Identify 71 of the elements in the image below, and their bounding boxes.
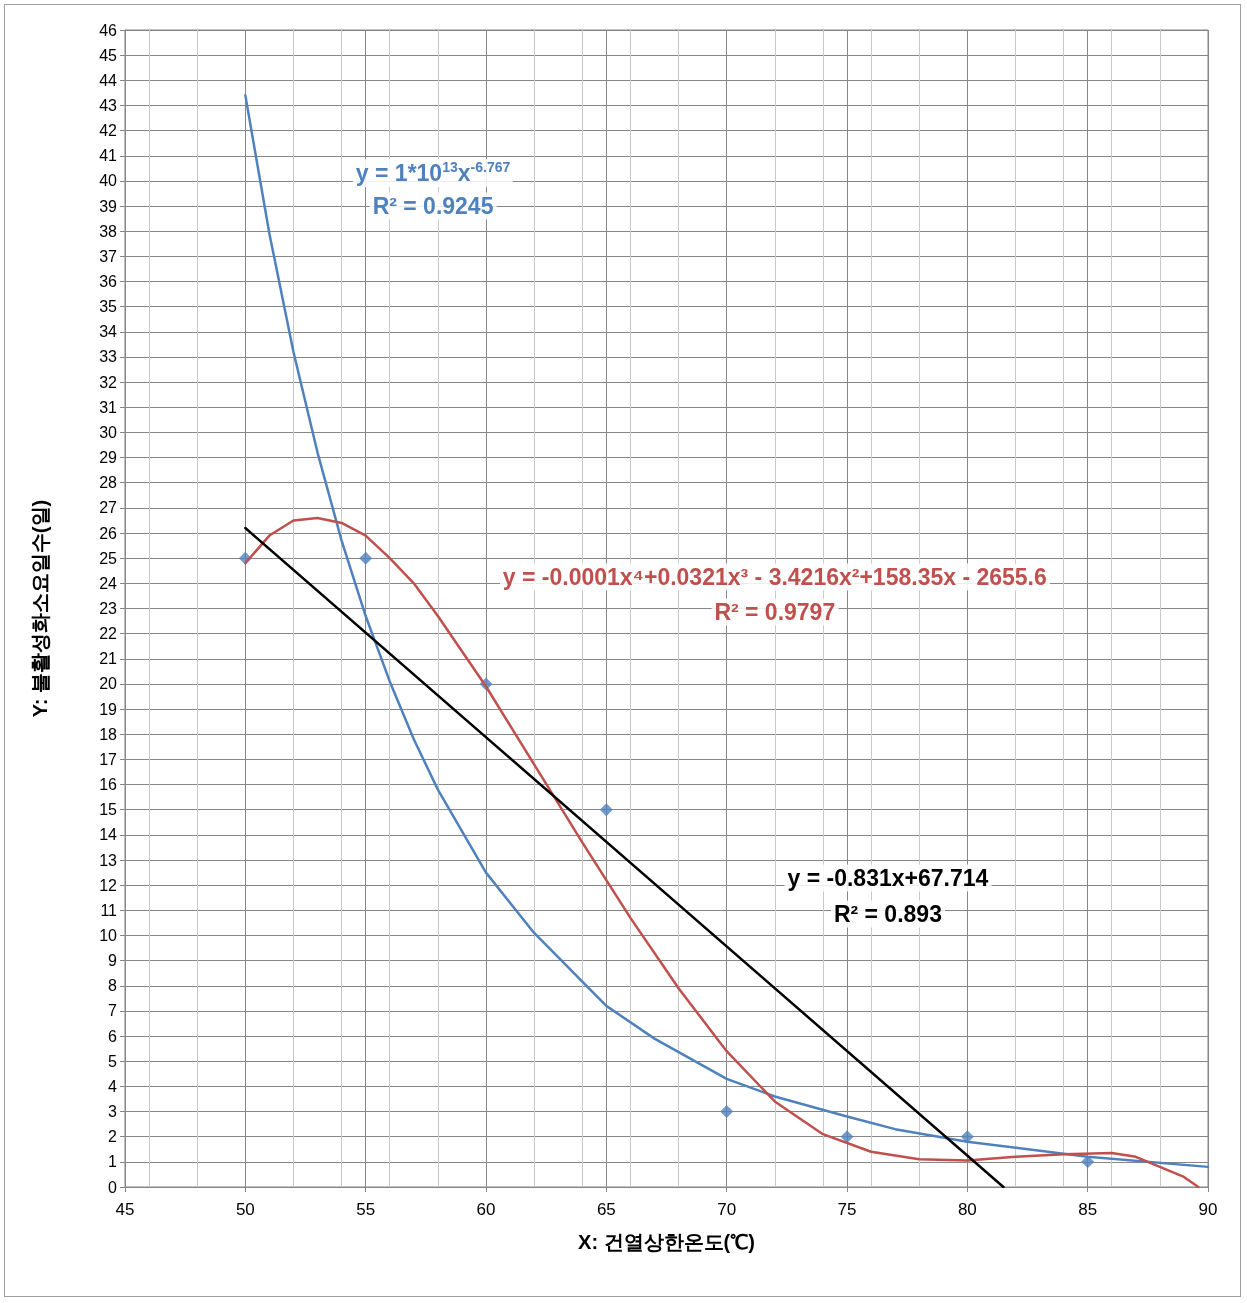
y-tick-label: 37 <box>99 247 118 265</box>
y-tick-label: 19 <box>99 700 118 718</box>
y-tick-label: 21 <box>99 650 118 668</box>
y-tick-label: 25 <box>99 549 118 567</box>
annotation: y = -0.0001x⁴+0.0321x³ - 3.4216x²+158.35x - 2655.6 <box>499 563 1050 591</box>
annotation: R² = 0.9797 <box>711 598 839 626</box>
y-tick-label: 43 <box>99 96 118 114</box>
y-tick-label: 41 <box>99 147 118 165</box>
annotation: R² = 0.893 <box>830 900 945 928</box>
x-tick-label: 85 <box>1078 1200 1098 1219</box>
x-tick-label: 55 <box>356 1200 376 1219</box>
x-axis-title: X: 건열상한온도(℃) <box>578 1231 755 1253</box>
y-tick-label: 27 <box>99 499 118 517</box>
y-tick-label: 3 <box>108 1103 118 1121</box>
y-tick-label: 17 <box>99 750 118 768</box>
x-tick-label: 65 <box>596 1200 616 1219</box>
annotation: R² = 0.9245 <box>369 192 497 220</box>
x-tick-label: 90 <box>1198 1200 1218 1219</box>
y-tick-label: 42 <box>99 122 118 140</box>
y-tick-label: 12 <box>99 876 118 894</box>
point <box>1081 1155 1095 1169</box>
y-tick-label: 4 <box>108 1077 118 1095</box>
y-tick-label: 7 <box>108 1002 118 1020</box>
x-tick-label: 80 <box>957 1200 977 1219</box>
y-tick-label: 2 <box>108 1128 118 1146</box>
y-tick-label: 15 <box>99 801 118 819</box>
y-tick-label: 16 <box>99 776 118 794</box>
y-tick-label: 11 <box>100 901 118 919</box>
y-tick-label: 44 <box>99 71 118 89</box>
y-tick-label: 29 <box>99 449 118 467</box>
y-tick-label: 30 <box>99 423 118 441</box>
y-tick-label: 24 <box>99 574 118 592</box>
y-tick-label: 14 <box>99 826 118 844</box>
x-tick-label: 60 <box>476 1200 496 1219</box>
y-tick-label: 36 <box>99 273 118 291</box>
x-tick-label: 50 <box>235 1200 255 1219</box>
point <box>840 1130 854 1144</box>
y-tick-label: 13 <box>99 851 118 869</box>
y-tick-label: 18 <box>99 725 118 743</box>
y-tick-label: 23 <box>99 600 118 617</box>
x-tick-label: 75 <box>837 1200 857 1219</box>
y-tick-label: 6 <box>108 1027 118 1045</box>
y-tick-label: 32 <box>99 373 118 391</box>
y-tick-label: 26 <box>99 524 118 542</box>
line-series <box>244 94 1210 1169</box>
y-tick-label: 9 <box>108 952 118 970</box>
y-tick-label: 34 <box>99 323 118 341</box>
y-tick-label: 8 <box>108 977 118 995</box>
y-tick-label: 33 <box>99 348 118 366</box>
x-tick-label: 70 <box>717 1200 737 1219</box>
y-tick-label: 45 <box>99 46 118 64</box>
y-tick-label: 46 <box>99 21 118 39</box>
point <box>599 803 613 817</box>
y-tick-label: 35 <box>99 298 118 316</box>
y-tick-label: 0 <box>108 1178 118 1196</box>
y-tick-label: 38 <box>99 222 118 240</box>
y-tick-label: 31 <box>99 398 118 416</box>
y-tick-label: 20 <box>99 675 118 693</box>
point <box>359 551 373 565</box>
y-tick-label: 22 <box>99 625 118 643</box>
annotation: y = -0.831x+67.714 <box>784 864 992 892</box>
point <box>960 1130 974 1144</box>
y-tick-label: 10 <box>99 926 118 944</box>
annotation: y = 1*10$^{13}$x$^{-6.767}$ <box>352 159 514 188</box>
y-tick-label: 28 <box>99 474 118 492</box>
point <box>720 1105 734 1119</box>
y-tick-label: 5 <box>108 1052 118 1070</box>
y-axis-title: Y: 불활성화소요일수(일) <box>29 499 51 718</box>
y-tick-label: 39 <box>99 197 118 215</box>
y-tick-label: 1 <box>108 1153 118 1171</box>
y-tick-label: 40 <box>99 172 118 190</box>
